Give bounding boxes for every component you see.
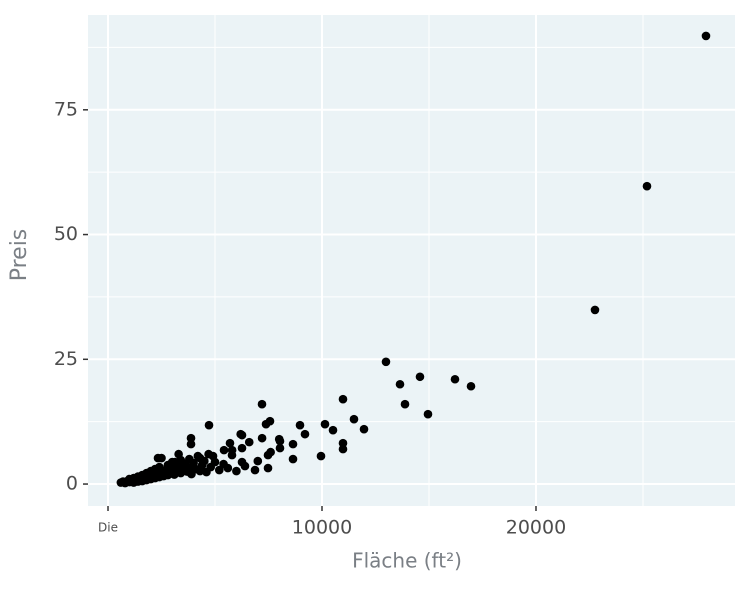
point	[450, 374, 460, 384]
point	[381, 357, 391, 367]
x-tick-label: 20000	[506, 517, 566, 539]
y-axis-title: Preis	[7, 229, 32, 282]
point	[263, 463, 273, 473]
point	[275, 443, 285, 453]
point	[200, 456, 209, 466]
point	[219, 445, 229, 455]
point	[338, 438, 348, 448]
point	[300, 429, 310, 439]
point	[193, 451, 203, 461]
point	[466, 381, 476, 391]
point	[227, 445, 237, 455]
point	[223, 463, 233, 473]
point	[204, 420, 214, 430]
point	[288, 454, 298, 464]
point	[237, 443, 247, 453]
point	[253, 456, 263, 466]
x-axis-title: Fläche (ft²)	[352, 549, 462, 573]
point	[225, 438, 235, 448]
x-tick-label: 10000	[292, 517, 352, 539]
y-tick-label: 50	[54, 223, 78, 245]
point	[423, 409, 433, 419]
point	[701, 31, 711, 41]
y-tick-label: 75	[54, 98, 78, 120]
point	[244, 437, 254, 447]
point	[359, 424, 369, 434]
y-tick-label: 25	[54, 348, 78, 370]
point	[232, 466, 241, 476]
point	[174, 449, 183, 459]
x-tick-label: Die	[98, 521, 118, 535]
point	[157, 453, 166, 463]
point	[274, 434, 284, 444]
point	[204, 449, 213, 459]
point	[257, 433, 267, 443]
point	[250, 465, 260, 475]
point	[328, 425, 338, 435]
point	[642, 181, 652, 191]
point	[236, 429, 245, 439]
point	[590, 305, 600, 315]
point	[257, 399, 267, 409]
point	[320, 419, 330, 429]
point	[316, 451, 326, 461]
point	[186, 439, 196, 449]
point	[240, 461, 250, 471]
plot-background	[88, 15, 735, 506]
point	[395, 379, 405, 389]
point	[400, 399, 410, 409]
point	[288, 439, 298, 449]
point	[210, 457, 220, 467]
point	[338, 444, 348, 454]
point	[214, 465, 224, 475]
point	[186, 433, 196, 443]
point	[415, 372, 425, 382]
y-tick-label: 0	[66, 473, 78, 495]
point	[266, 447, 275, 457]
point	[295, 420, 305, 430]
point	[349, 414, 359, 424]
point	[167, 457, 177, 467]
point	[338, 394, 348, 404]
point	[261, 419, 271, 429]
